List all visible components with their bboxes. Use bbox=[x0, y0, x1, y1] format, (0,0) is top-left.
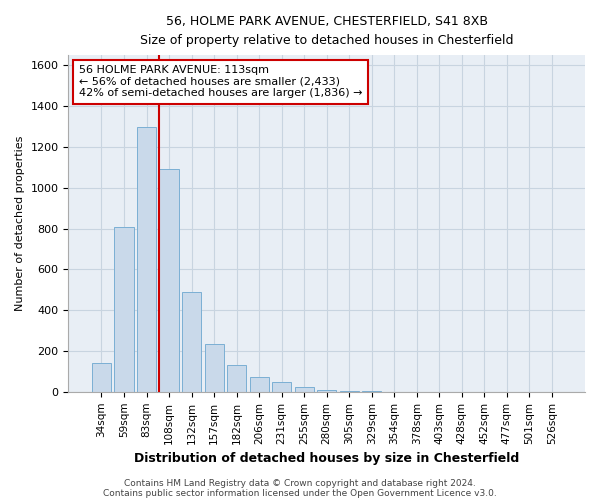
Bar bbox=[272, 382, 291, 392]
Bar bbox=[115, 226, 134, 392]
Bar bbox=[362, 391, 382, 392]
Text: Contains public sector information licensed under the Open Government Licence v3: Contains public sector information licen… bbox=[103, 488, 497, 498]
Bar bbox=[160, 170, 179, 392]
Bar bbox=[92, 364, 111, 392]
Bar bbox=[182, 292, 201, 392]
Bar bbox=[205, 344, 224, 392]
Bar bbox=[227, 366, 246, 392]
Text: 56 HOLME PARK AVENUE: 113sqm
← 56% of detached houses are smaller (2,433)
42% of: 56 HOLME PARK AVENUE: 113sqm ← 56% of de… bbox=[79, 65, 362, 98]
Bar bbox=[340, 391, 359, 392]
Title: 56, HOLME PARK AVENUE, CHESTERFIELD, S41 8XB
Size of property relative to detach: 56, HOLME PARK AVENUE, CHESTERFIELD, S41… bbox=[140, 15, 514, 47]
Bar bbox=[250, 376, 269, 392]
Y-axis label: Number of detached properties: Number of detached properties bbox=[15, 136, 25, 311]
X-axis label: Distribution of detached houses by size in Chesterfield: Distribution of detached houses by size … bbox=[134, 452, 520, 465]
Text: Contains HM Land Registry data © Crown copyright and database right 2024.: Contains HM Land Registry data © Crown c… bbox=[124, 478, 476, 488]
Bar bbox=[295, 386, 314, 392]
Bar bbox=[137, 126, 156, 392]
Bar bbox=[317, 390, 336, 392]
